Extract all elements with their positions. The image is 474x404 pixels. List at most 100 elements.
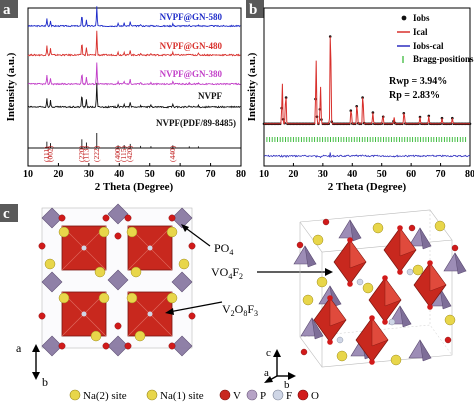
o-atom [347,237,353,243]
panel-b-letter: b [249,2,257,18]
o-atom [427,260,433,266]
iobs-cal-line [263,152,471,159]
tetrahedron-face [419,227,432,250]
xrd-trace [27,6,241,28]
o-atom [188,242,196,250]
x-tick-label: 80 [236,169,246,180]
o-atom [168,214,176,222]
f-atom [356,278,364,286]
callout-po4-arrowhead [181,224,189,232]
o-atom [188,312,196,320]
hkl-label: (002) [46,145,55,162]
panel-c-letter-box [0,204,18,222]
po4-tetrahedron [107,335,129,357]
legend-o-marker [297,389,309,401]
panel-a-plot-frame [27,7,242,167]
po4-tetrahedron [171,207,193,229]
panel-b-traces [262,35,472,159]
hkl-label: (222) [92,145,101,162]
o-atom [124,214,132,222]
hkl-label: (115) [119,146,128,162]
axis-left-b-label: b [42,375,48,389]
xrd-trace [28,62,241,86]
x-tick-label: 40 [114,169,124,180]
legend-na2-marker [69,389,81,401]
x-tick-label: 50 [145,169,155,180]
na-atom [166,292,178,304]
na-atom [98,226,110,238]
legend-p-label: P [260,390,266,402]
panel-b-plot-frame [263,7,471,167]
legend-v-label: V [233,390,241,402]
hkl-label: (113) [81,146,90,162]
xrd-trace [27,82,241,109]
axes-indicator-right: c a b [264,347,296,391]
octahedron-face [399,227,417,257]
x-tick-label: 60 [406,169,416,180]
na-atom [412,264,424,276]
panel-b: b Intensity (a.u.) 2 Theta (Degree) 10 20… [246,0,474,193]
structure-perspective-right [293,209,467,368]
o-atom [58,342,66,350]
legend-iobscal-label: Iobs-cal [413,41,444,51]
rwp-value: Rwp = 3.94% [389,76,447,87]
na-atom [58,226,70,238]
o-atom [427,304,433,310]
o-atom [444,336,452,344]
octahedron-face [329,297,347,327]
legend-ical-label: Ical [413,27,428,37]
trace-label-gn380: NVPF@GN-380 [160,69,223,79]
tetrahedron-face [419,339,432,362]
legend-iobs-label: Iobs [413,13,430,23]
axis-left-a-arrowhead [32,344,40,352]
o-atom [347,281,353,287]
tetrahedron-face [454,252,467,275]
structure-projection-left [38,203,196,357]
legend-iobs-marker [401,15,407,21]
po4-tetrahedron [171,335,193,357]
axis-right-c-label: c [266,347,271,359]
o-atom [382,319,388,325]
x-tick-label: 30 [84,169,94,180]
na-atom [98,292,110,304]
na-atom [336,350,348,362]
o-atom [38,312,46,320]
tetrahedron-face [399,305,412,328]
panel-a: a Intensity (a.u.) 2 Theta (Degree) 10 20… [0,0,246,193]
tetrahedron-face [304,245,317,268]
axis-right-a-arrowhead [264,376,273,383]
na-atom [44,258,56,270]
po4-tetrahedron [41,207,63,229]
na-atom [434,220,446,232]
xrd-trace [27,30,241,57]
panel-a-hkl-labels: (111)(002) (220)(113) (222) (400)(115)(420)… [42,145,177,162]
o-atom [397,225,403,231]
o-atom [38,242,46,250]
legend-na1-marker [146,389,158,401]
f-atom [406,268,414,276]
octahedron-face [384,277,402,307]
trace-label-nvpf: NVPF [198,91,222,101]
na-atom [316,276,328,288]
hkl-label: (420) [125,145,134,162]
octahedron-face [349,239,367,269]
x-tick-label: 40 [347,169,357,180]
o-atom [114,232,122,240]
axis-right-a-label: a [264,367,269,379]
callout-po4-label: PO4 [214,241,233,257]
x-tick-label: 20 [53,169,63,180]
legend-f-label: F [286,390,292,402]
panel-b-xlabel: 2 Theta (Degree) [328,181,407,193]
panel-b-x-ticks: 10 20 30 40 50 60 70 80 [259,163,474,180]
o-atom [102,342,110,350]
hkl-label: (400) [113,145,122,162]
hkl-label: (111) [42,146,51,162]
octahedron-face [429,262,447,292]
legend-o-label: O [311,390,319,402]
o-atom [451,244,459,252]
axis-right-c-arrowhead [273,349,281,357]
legend-f-marker [272,389,284,401]
hkl-label: (220) [77,145,86,162]
callout-vo4f2-label: VO4F2 [211,265,243,281]
axis-right-b-arrowhead [288,372,296,380]
